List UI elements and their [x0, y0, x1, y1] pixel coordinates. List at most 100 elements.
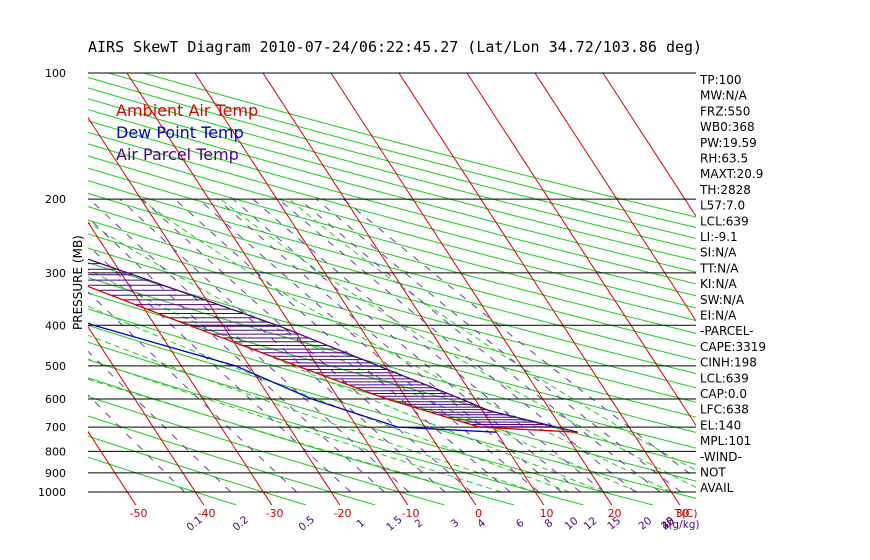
dry-adiabat-line	[88, 87, 696, 250]
index-entry: MAXT:20.9	[700, 167, 763, 181]
index-entry: MPL:101	[700, 434, 751, 448]
index-entry: KI:N/A	[700, 277, 737, 291]
index-entry: LCL:639	[700, 371, 749, 385]
bottom-temp-tick-label: -10	[402, 507, 420, 520]
mixing-ratio-grid	[88, 198, 696, 493]
mixing-ratio-tick-label: 2	[413, 517, 426, 530]
mixing-ratio-tick-label: 1	[354, 517, 367, 530]
index-entry: MW:N/A	[700, 89, 748, 103]
pressure-tick-label: 300	[45, 267, 66, 280]
dry-adiabat-line	[88, 324, 696, 499]
mixing-ratio-tick-label: 4	[475, 517, 488, 531]
index-entry: FRZ:550	[700, 104, 750, 118]
index-entry: PW:19.59	[700, 136, 757, 150]
mixing-ratio-tick-label: 12	[582, 515, 600, 533]
dry-adiabat-line	[88, 206, 696, 375]
index-entry: NOT	[700, 466, 726, 480]
moist-adiabat-line	[288, 198, 696, 471]
profile-line-dew-point-temp	[88, 322, 497, 433]
isotherm-line	[126, 73, 409, 505]
dry-adiabat-line	[88, 233, 696, 403]
index-entry: AVAIL	[700, 481, 734, 495]
pressure-tick-label: 800	[45, 445, 66, 458]
index-entry: SW:N/A	[700, 293, 745, 307]
legend-entry: Air Parcel Temp	[116, 145, 239, 164]
isotherm-line	[398, 73, 681, 505]
index-entry: EL:140	[700, 418, 741, 432]
dry-adiabat-line	[88, 341, 654, 505]
dry-adiabat-line	[88, 277, 696, 449]
isotherm-line	[88, 430, 137, 505]
temp-axis-label: T(C)	[674, 507, 698, 520]
bottom-temp-tick-label: -20	[334, 507, 352, 520]
index-entry: CINH:198	[700, 356, 757, 370]
index-entry: WB0:368	[700, 120, 755, 134]
isotherm-line	[194, 73, 477, 505]
index-entry: -PARCEL-	[700, 324, 754, 338]
isotherm-line	[534, 73, 696, 322]
isotherm-line	[602, 73, 696, 218]
dry-adiabat-line	[88, 292, 696, 465]
dry-adiabat-line	[88, 167, 696, 334]
bottom-temp-tick-label: 20	[608, 507, 622, 520]
isotherm-line	[466, 73, 696, 427]
moist-adiabat-line	[88, 378, 468, 493]
index-entry: -WIND-	[700, 450, 742, 464]
dry-adiabat-line	[88, 308, 696, 482]
isotherm-line	[88, 221, 273, 505]
bottom-temp-tick-label: -30	[266, 507, 284, 520]
isotherm-grid	[0, 73, 696, 509]
mixing-ratio-tick-label: 0.5	[297, 514, 318, 534]
index-entry: L57:7.0	[700, 199, 745, 213]
dry-adiabat-line	[88, 98, 696, 262]
bottom-temp-tick-label: 10	[540, 507, 554, 520]
dry-adiabat-line	[88, 219, 696, 389]
pressure-tick-label: 900	[45, 467, 66, 480]
bottom-temp-tick-label: -40	[198, 507, 216, 520]
pressure-tick-label: 1000	[38, 486, 66, 499]
isotherm-line	[0, 73, 3, 509]
dry-adiabat-line	[88, 76, 696, 239]
pressure-tick-label: 200	[45, 193, 66, 206]
legend-entry: Dew Point Temp	[116, 123, 244, 142]
isotherm-line	[88, 326, 205, 505]
dry-adiabat-line	[88, 143, 696, 309]
dry-adiabat-line	[88, 247, 696, 418]
moist-adiabat-line	[88, 334, 536, 493]
index-entry: SI:N/A	[700, 246, 737, 260]
bottom-temp-tick-label: -50	[130, 507, 148, 520]
axis-labels: 1002003004005006007008009001000-120-110-…	[38, 67, 700, 534]
isotherm-line	[330, 73, 613, 505]
series-layer	[88, 258, 579, 433]
dry-adiabat-line	[88, 415, 376, 505]
y-axis-label: PRESSURE (MB)	[71, 235, 85, 330]
index-entry: RH:63.5	[700, 152, 748, 166]
isotherm-line	[0, 73, 71, 509]
dry-adiabat-line	[88, 192, 696, 361]
dry-adiabat-line	[108, 73, 696, 229]
index-entry: CAP:0.0	[700, 387, 747, 401]
mixing-ratio-tick-label: 20	[636, 515, 654, 533]
mixing-ratio-line	[278, 198, 636, 493]
index-entry: LI:-9.1	[700, 230, 738, 244]
dry-adiabat-line	[143, 73, 696, 218]
mixing-ratio-tick-label: 6	[514, 517, 527, 531]
mixing-ratio-line	[252, 198, 605, 493]
dry-adiabat-line	[88, 180, 696, 347]
mixing-ratio-label: (g/kg)	[668, 519, 699, 531]
chart-title: AIRS SkewT Diagram 2010-07-24/06:22:45.2…	[88, 38, 702, 56]
mixing-ratio-tick-label: 3	[449, 517, 462, 530]
dry-adiabat-line	[88, 109, 696, 273]
pressure-tick-label: 600	[45, 393, 66, 406]
index-entry: TT:N/A	[699, 261, 739, 275]
dry-adiabat-line	[88, 120, 696, 285]
index-entry: LFC:638	[700, 403, 749, 417]
mixing-ratio-tick-label: 0.2	[231, 514, 252, 534]
index-entry: TH:2828	[699, 183, 751, 197]
legend-entry: Ambient Air Temp	[116, 101, 258, 120]
isotherm-line	[262, 73, 545, 505]
pressure-tick-label: 100	[45, 67, 66, 80]
profile-line-air-parcel-temp	[88, 258, 579, 433]
